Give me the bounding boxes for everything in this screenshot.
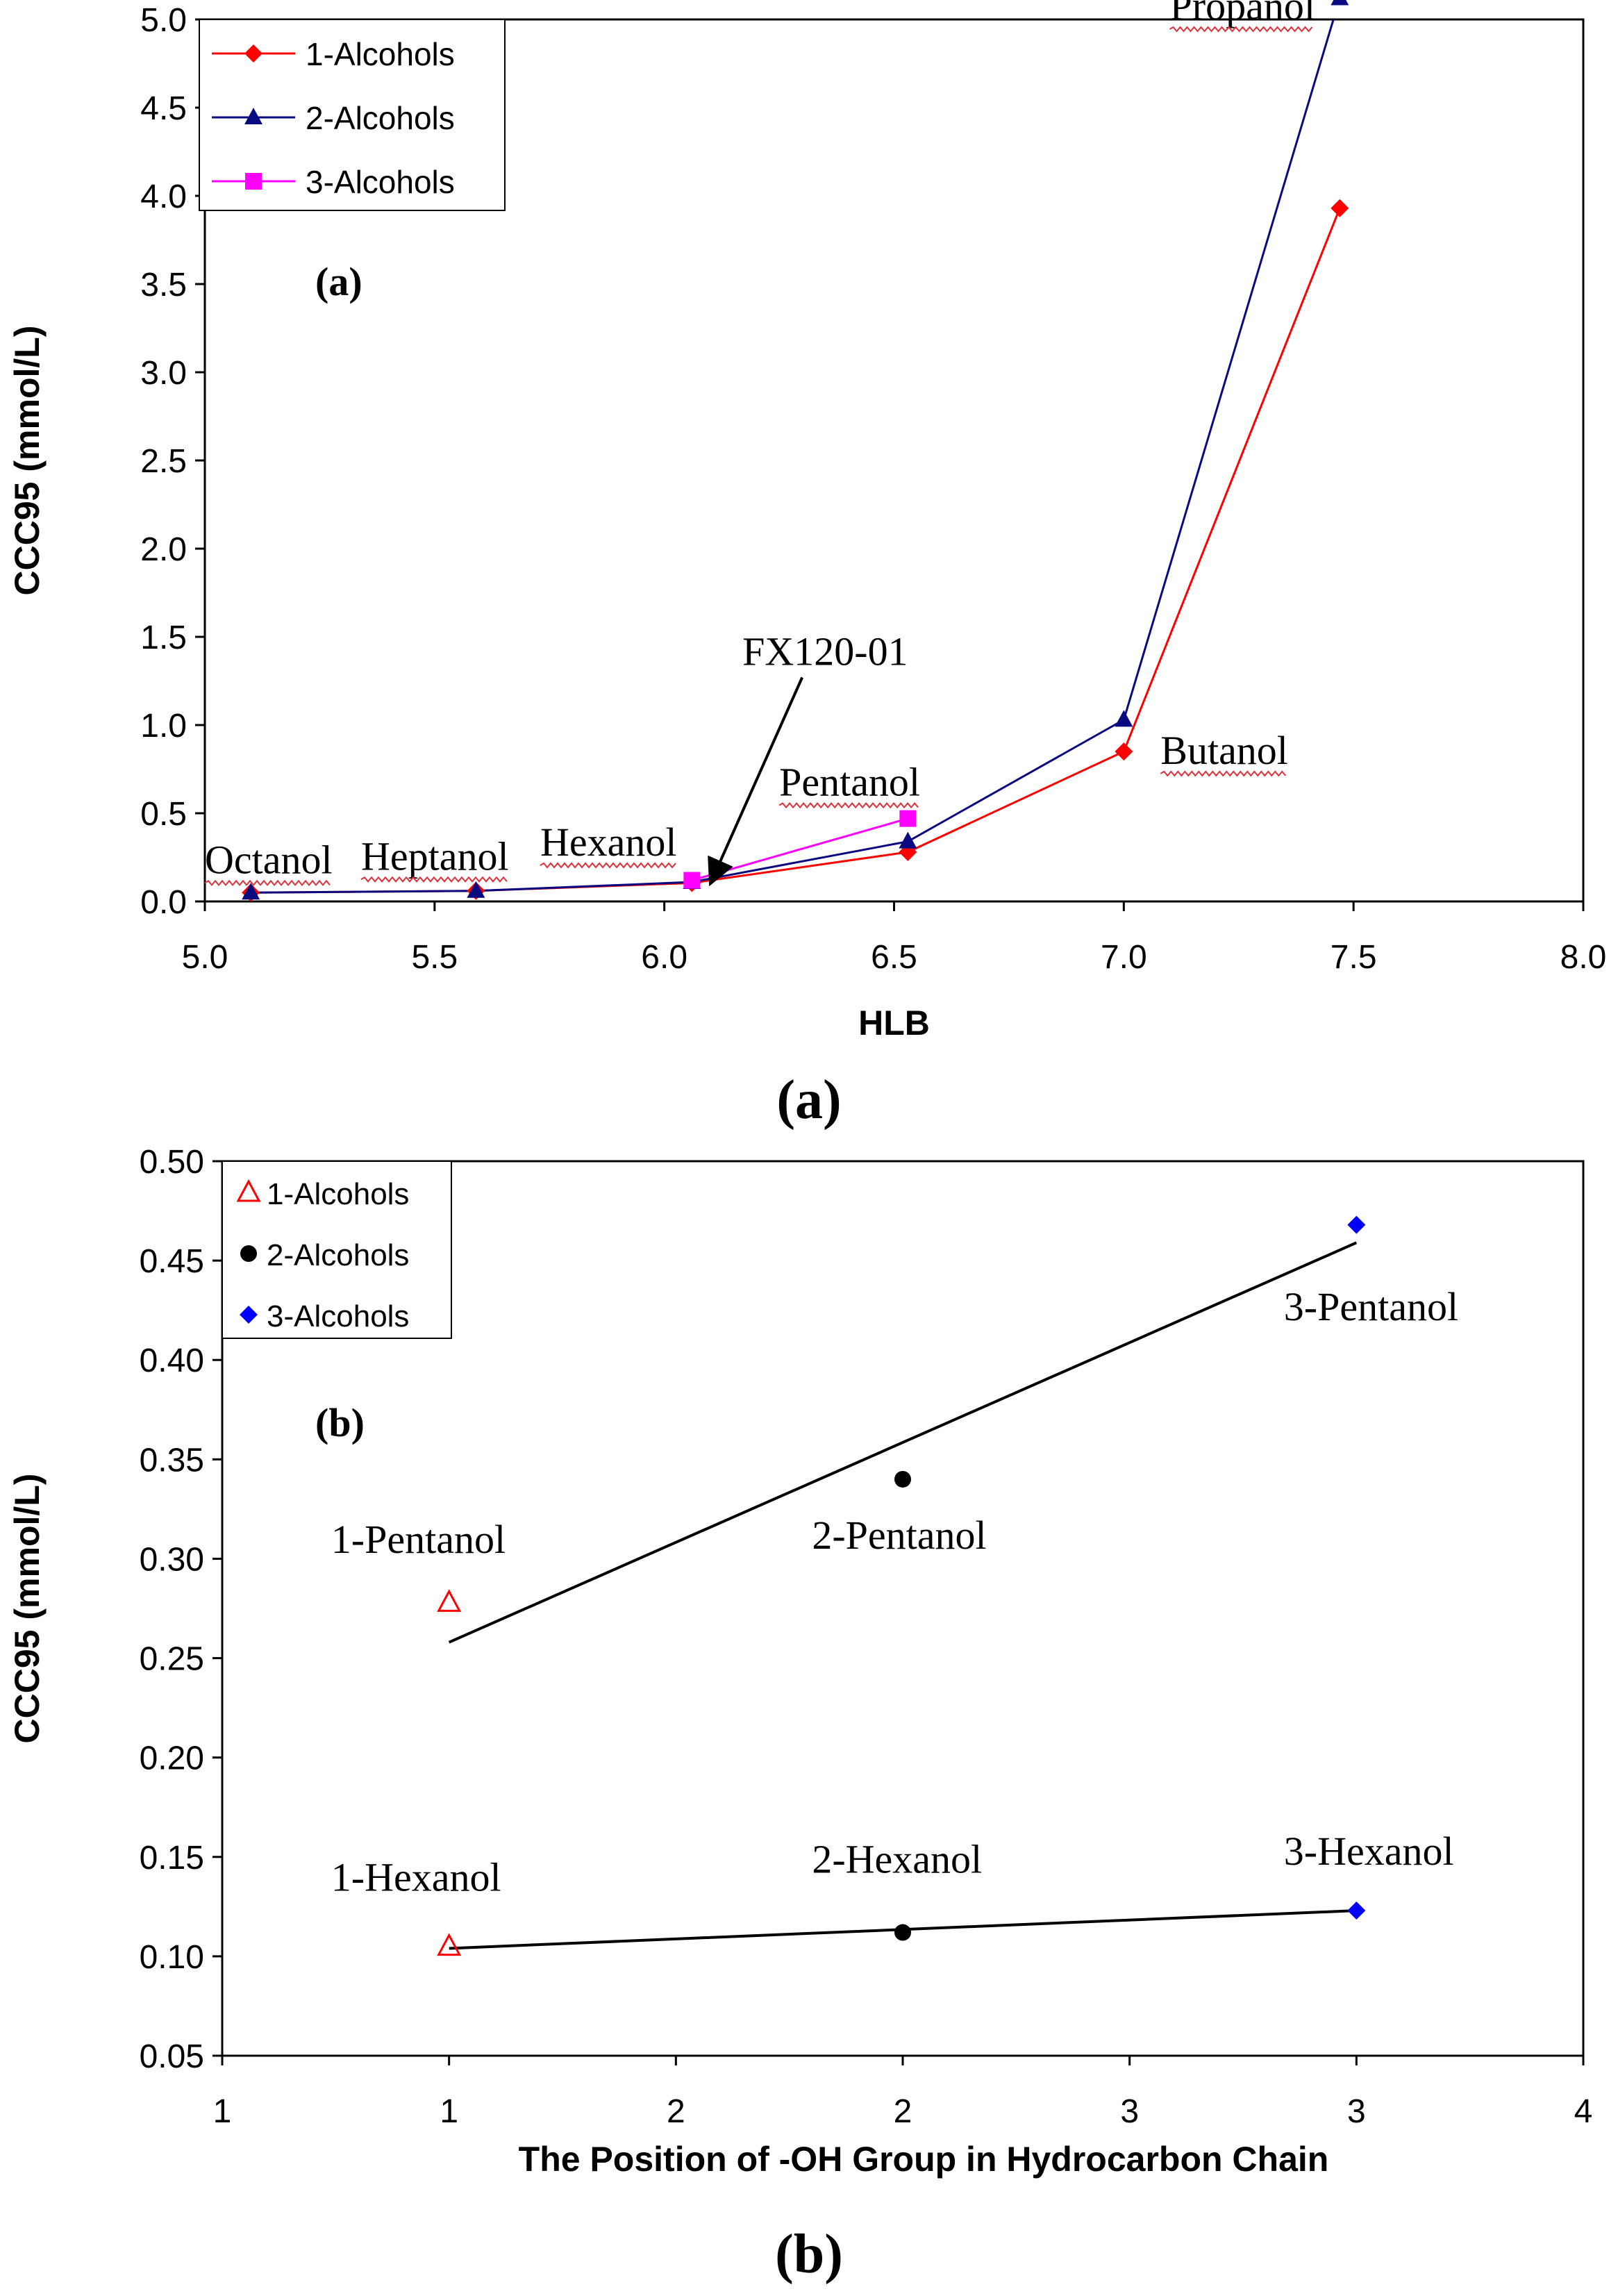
data-point (1331, 199, 1349, 217)
x-tick-label: 6.0 (641, 939, 687, 976)
y-tick-label: 0.05 (140, 2038, 204, 2075)
y-axis-title: CCC95 (mmol/L) (8, 326, 47, 596)
x-tick-label: 1 (213, 2093, 232, 2130)
annotation-arrow (708, 676, 803, 887)
data-point (1331, 0, 1349, 6)
y-axis-title: CCC95 (mmol/L) (8, 1474, 47, 1744)
legend-label: 2-Alcohols (306, 100, 455, 136)
point-annotation: Hexanol (540, 820, 677, 865)
y-tick-label: 3.5 (140, 267, 187, 303)
legend-box (222, 1161, 452, 1339)
legend-marker (236, 1179, 261, 1202)
x-axis-title: HLB (858, 1004, 930, 1042)
data-point (467, 881, 485, 898)
x-tick-label: 2 (894, 2093, 912, 2130)
y-tick-label: 0.30 (140, 1541, 204, 1578)
legend: 1-Alcohols 2-Alcohols 3-Alcohols (199, 19, 506, 211)
spellcheck-underline (204, 879, 331, 886)
spellcheck-underline (1160, 770, 1287, 777)
point-annotation: 1-Hexanol (331, 1854, 501, 1899)
data-point (894, 1924, 911, 1941)
y-tick-label: 4.0 (140, 178, 187, 215)
legend-marker (244, 44, 262, 63)
x-tick-label: 5.5 (411, 939, 458, 976)
data-point (683, 872, 701, 889)
point-annotation: Propanol (1170, 0, 1315, 28)
y-tick-label: 0.15 (140, 1840, 204, 1877)
point-annotation: 3-Hexanol (1284, 1829, 1454, 1874)
data-point (437, 1933, 462, 1956)
spellcheck-underline (360, 876, 508, 883)
spellcheck-underline (1169, 26, 1313, 33)
x-tick-label: 3 (1347, 2093, 1366, 2130)
data-point (894, 1470, 911, 1488)
data-point (437, 1589, 462, 1612)
legend: 1-Alcohols 2-Alcohols 3-Alcohols (222, 1161, 452, 1339)
y-tick-label: 0.0 (140, 884, 187, 921)
y-tick-label: 4.5 (140, 90, 187, 127)
series-line (251, 19, 1335, 894)
spellcheck-underline (540, 862, 676, 869)
legend-label: 1-Alcohols (306, 36, 455, 72)
panel-inner-label: (a) (315, 259, 362, 304)
x-tick-label: 5.0 (182, 939, 228, 976)
y-tick-label: 0.40 (140, 1342, 204, 1379)
y-tick-label: 0.10 (140, 1939, 204, 1976)
x-tick-label: 2 (667, 2093, 685, 2130)
point-annotation: FX120-01 (742, 629, 908, 674)
legend-label: 2-Alcohols (267, 1238, 409, 1272)
panel-caption: (b) (775, 2224, 843, 2285)
y-tick-label: 1.5 (140, 619, 187, 656)
y-tick-label: 0.45 (140, 1243, 204, 1280)
panel-b-chart: 0.05 0.10 0.15 0.20 0.25 0.30 0.35 0.40 0.45 0.50… (8, 1144, 1592, 2285)
legend-marker (245, 173, 262, 190)
x-tick-label: 3 (1120, 2093, 1139, 2130)
point-annotation: 1-Pentanol (331, 1517, 506, 1562)
legend-marker (240, 1306, 258, 1324)
x-tick-label: 7.0 (1101, 939, 1147, 976)
x-tick-label: 4 (1574, 2093, 1593, 2130)
legend-label: 3-Alcohols (267, 1299, 409, 1333)
data-point (1115, 742, 1133, 761)
panel-a-chart: 0.0 0.5 1.0 1.5 2.0 2.5 3.0 3.5 4.0 4.5 5.0 5.0 5.5 6… (8, 0, 1606, 1131)
point-annotation: Heptanol (361, 833, 509, 879)
legend-label: 1-Alcohols (267, 1177, 409, 1211)
point-annotation: 2-Hexanol (812, 1837, 982, 1882)
y-tick-label: 5.0 (140, 2, 187, 39)
y-tick-label: 2.0 (140, 531, 187, 568)
point-annotation: 2-Pentanol (812, 1513, 986, 1558)
x-tick-label: 6.5 (871, 939, 917, 976)
point-annotation: Butanol (1160, 728, 1288, 773)
x-axis-title: The Position of -OH Group in Hydrocarbon… (519, 2140, 1329, 2179)
spellcheck-underline (778, 802, 919, 809)
y-tick-label: 0.50 (140, 1144, 204, 1181)
point-annotation: Pentanol (779, 760, 920, 805)
legend-marker (244, 108, 262, 124)
panel-inner-label: (b) (315, 1400, 365, 1445)
point-annotation: Octanol (205, 837, 333, 882)
x-tick-label: 1 (440, 2093, 458, 2130)
point-annotation: 3-Pentanol (1284, 1284, 1458, 1329)
data-point (1347, 1215, 1366, 1234)
y-tick-label: 0.25 (140, 1641, 204, 1678)
y-tick-label: 2.5 (140, 443, 187, 480)
y-tick-label: 3.0 (140, 355, 187, 392)
data-point (899, 831, 917, 849)
x-tick-label: 8.0 (1560, 939, 1607, 976)
y-tick-label: 0.5 (140, 796, 187, 833)
data-point (1347, 1902, 1366, 1920)
y-tick-label: 0.20 (140, 1740, 204, 1777)
legend-label: 3-Alcohols (306, 164, 455, 200)
data-point (1115, 710, 1133, 727)
y-tick-label: 0.35 (140, 1442, 204, 1479)
data-point (242, 883, 260, 900)
data-point (899, 810, 917, 827)
x-tick-label: 7.5 (1331, 939, 1377, 976)
panel-caption: (a) (776, 1070, 841, 1131)
legend-marker (240, 1245, 257, 1262)
trendline (448, 1241, 1358, 1644)
y-tick-label: 1.0 (140, 708, 187, 744)
